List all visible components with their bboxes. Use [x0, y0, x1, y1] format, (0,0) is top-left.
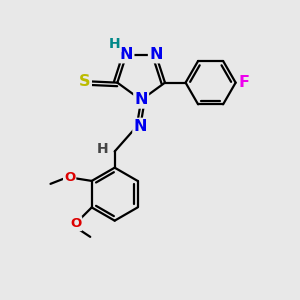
- Text: S: S: [79, 74, 91, 89]
- Text: N: N: [134, 92, 148, 107]
- Text: H: H: [97, 142, 108, 155]
- Text: F: F: [238, 75, 249, 90]
- Text: N: N: [134, 119, 147, 134]
- Text: N: N: [120, 47, 133, 62]
- Text: O: O: [70, 217, 81, 230]
- Text: O: O: [64, 172, 75, 184]
- Text: H: H: [109, 38, 121, 51]
- Text: N: N: [149, 47, 163, 62]
